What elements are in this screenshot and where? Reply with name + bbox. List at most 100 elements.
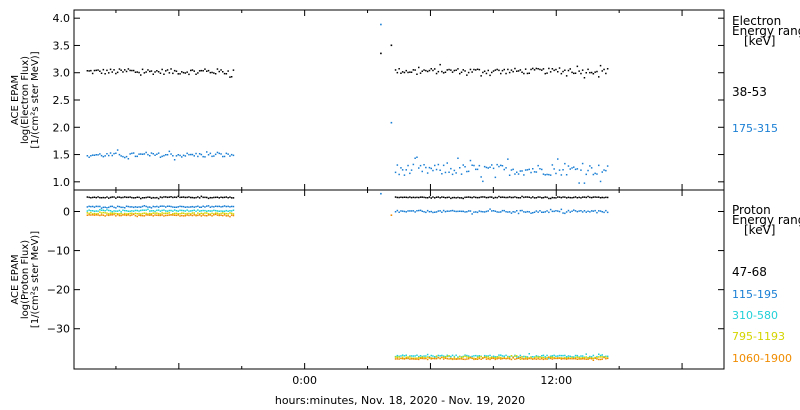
series-1060-1900-point xyxy=(581,358,584,360)
series-115-195-point xyxy=(535,210,538,212)
series-310-580-point xyxy=(567,355,570,357)
series-175-315-point xyxy=(435,168,438,171)
series-310-580-point xyxy=(108,209,110,212)
series-795-1193-point xyxy=(539,356,541,358)
series-1060-1900-point xyxy=(198,214,201,216)
series-175-315-point xyxy=(583,182,586,184)
series-795-1193-point xyxy=(100,212,103,214)
series-38-53-point xyxy=(435,72,438,75)
series-47-68-point xyxy=(108,197,110,199)
series-175-315-point xyxy=(605,169,607,172)
series-47-68-point xyxy=(439,197,441,199)
series-115-195-point xyxy=(471,213,473,215)
series-175-315-point xyxy=(460,173,463,175)
series-38-53-point xyxy=(209,71,212,74)
series-1060-1900-point xyxy=(97,214,99,216)
series-1060-1900-point xyxy=(434,357,436,360)
series-38-53-point xyxy=(434,68,436,70)
series-115-195-point xyxy=(435,211,438,213)
series-38-53-point xyxy=(416,73,418,75)
series-310-580-point xyxy=(418,355,420,358)
series-310-580-point xyxy=(186,209,188,211)
series-310-580-point xyxy=(442,355,445,357)
series-310-580-point xyxy=(503,355,505,357)
series-38-53-point xyxy=(496,68,498,71)
series-1060-1900-point xyxy=(598,358,600,361)
series-38-53-point xyxy=(398,68,400,70)
series-1060-1900-point xyxy=(120,214,122,217)
series-795-1193-point xyxy=(106,212,108,214)
series-175-315-point xyxy=(218,152,220,155)
series-115-195-point xyxy=(482,211,484,213)
series-47-68-point xyxy=(159,196,162,198)
electron-legend-title: [keV] xyxy=(744,34,775,48)
series-115-195-point xyxy=(567,209,570,212)
series-175-315-point xyxy=(184,155,187,157)
series-38-53-point xyxy=(549,71,552,73)
series-175-315-point xyxy=(535,171,538,173)
series-795-1193-point xyxy=(129,212,131,215)
series-115-195-point xyxy=(557,210,559,212)
series-1060-1900-point xyxy=(444,357,447,359)
series-795-1193-point xyxy=(168,212,171,214)
series-47-68-point xyxy=(418,196,420,199)
series-1060-1900-point xyxy=(214,213,217,216)
series-175-315-point xyxy=(95,154,97,156)
series-115-195-point xyxy=(539,210,541,212)
series-310-580-point xyxy=(505,354,507,357)
series-310-580-point xyxy=(544,356,546,358)
series-47-68-point xyxy=(450,197,452,200)
series-175-315-point xyxy=(99,153,101,155)
series-175-315-point xyxy=(526,169,529,171)
series-795-1193-point xyxy=(149,212,151,215)
series-115-195-point xyxy=(578,210,580,212)
series-175-315-point xyxy=(132,152,135,154)
series-47-68-point xyxy=(154,197,156,199)
series-47-68-point xyxy=(425,196,427,199)
series-310-580-point xyxy=(152,210,154,212)
series-1060-1900-point xyxy=(535,358,538,360)
series-795-1193-point xyxy=(182,212,185,214)
series-1060-1900-point xyxy=(416,358,418,360)
series-115-195-point xyxy=(232,205,235,208)
series-1060-1900-point xyxy=(410,358,413,360)
series-175-315-point xyxy=(542,173,545,175)
series-1060-1900-point xyxy=(138,214,140,216)
series-38-53-point xyxy=(548,67,550,70)
series-175-315-point xyxy=(467,170,470,173)
series-795-1193-point xyxy=(442,356,445,358)
series-47-68-point xyxy=(93,196,96,198)
series-1060-1900-point xyxy=(448,358,450,360)
series-795-1193-point xyxy=(519,358,522,360)
series-175-315-point xyxy=(403,174,406,176)
series-47-68-point xyxy=(444,197,447,199)
series-1060-1900-point xyxy=(206,215,208,217)
legend-entry-310-580: 310-580 xyxy=(732,309,778,322)
series-115-195-point xyxy=(460,210,463,213)
series-175-315-point xyxy=(491,164,493,166)
series-38-53-point xyxy=(453,69,456,72)
series-310-580-point xyxy=(555,355,557,357)
series-1060-1900-point xyxy=(576,358,579,360)
series-310-580-point xyxy=(471,355,473,358)
series-175-315-point xyxy=(227,153,229,155)
series-115-195-point xyxy=(214,205,217,207)
series-795-1193-point xyxy=(423,356,425,359)
series-38-53-point xyxy=(108,72,110,74)
series-1060-1900-point xyxy=(562,357,564,360)
series-1060-1900-point xyxy=(505,357,507,360)
series-47-68-point xyxy=(581,196,584,198)
series-1060-1900-point xyxy=(412,358,415,360)
series-115-195-point xyxy=(432,211,434,214)
series-115-195-point xyxy=(587,210,589,212)
series-1060-1900-point xyxy=(122,214,124,216)
series-795-1193-point xyxy=(125,213,128,215)
series-175-315-point xyxy=(510,169,513,171)
series-795-1193-point xyxy=(396,356,399,358)
series-115-195-point xyxy=(230,205,233,208)
series-310-580-point xyxy=(532,356,534,358)
series-47-68-point xyxy=(115,197,117,199)
series-115-195-point xyxy=(537,211,539,213)
series-175-315-point xyxy=(508,174,511,176)
proton-spike-point xyxy=(390,214,393,216)
